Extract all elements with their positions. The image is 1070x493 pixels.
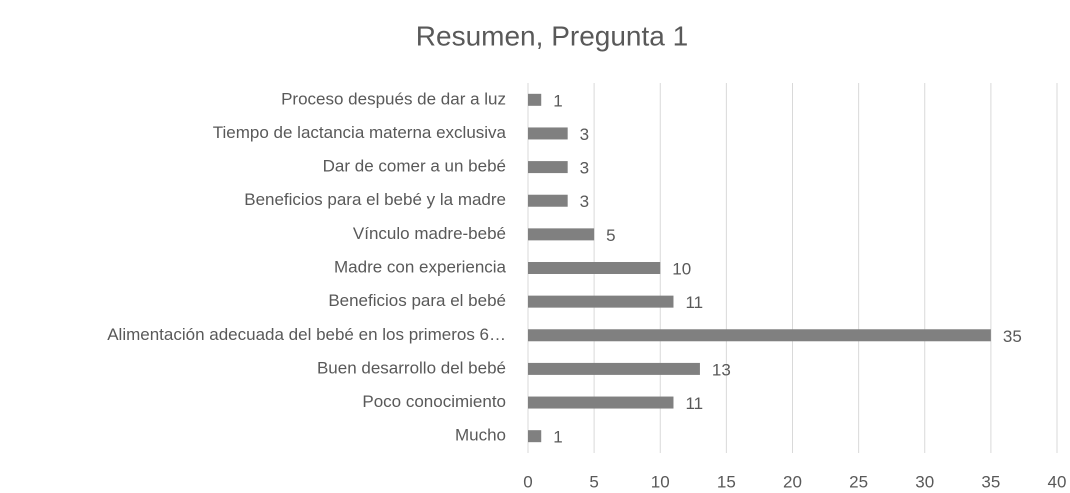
data-label: 3 (580, 159, 589, 178)
chart-title: Resumen, Pregunta 1 (416, 20, 688, 51)
data-label: 11 (685, 293, 703, 312)
bar (528, 295, 674, 308)
bar (528, 161, 568, 174)
data-label: 35 (1003, 327, 1022, 346)
y-tick-label: Dar de comer a un bebé (323, 157, 506, 176)
data-label: 3 (580, 125, 589, 144)
y-tick-label: Madre con experiencia (334, 257, 507, 276)
data-label: 10 (672, 259, 691, 278)
y-tick-label: Alimentación adecuada del bebé en los pr… (107, 325, 506, 344)
bar (528, 228, 595, 241)
data-label: 3 (580, 192, 589, 211)
y-tick-label: Beneficios para el bebé y la madre (244, 190, 506, 209)
data-label: 11 (685, 394, 703, 413)
bar (528, 362, 700, 375)
x-tick-label: 40 (1048, 472, 1067, 491)
x-tick-label: 5 (589, 472, 598, 491)
bar (528, 329, 991, 342)
bar (528, 396, 674, 409)
x-tick-label: 35 (981, 472, 1000, 491)
y-tick-label: Poco conocimiento (362, 392, 506, 411)
bar (528, 430, 542, 443)
bar (528, 127, 568, 140)
y-tick-label: Mucho (455, 426, 506, 445)
data-label: 1 (553, 91, 562, 110)
x-tick-label: 0 (523, 472, 532, 491)
y-tick-label: Tiempo de lactancia materna exclusiva (213, 123, 507, 142)
y-tick-label: Buen desarrollo del bebé (317, 358, 506, 377)
data-label: 1 (553, 428, 562, 447)
x-tick-label: 10 (651, 472, 670, 491)
y-tick-label: Beneficios para el bebé (328, 291, 506, 310)
x-tick-label: 30 (915, 472, 934, 491)
data-label: 5 (606, 226, 615, 245)
x-tick-label: 20 (783, 472, 802, 491)
bar (528, 262, 661, 274)
y-tick-label: Vínculo madre-bebé (353, 224, 506, 243)
y-tick-label: Proceso después de dar a luz (281, 89, 506, 108)
x-tick-label: 25 (849, 472, 868, 491)
x-tick-label: 15 (717, 472, 736, 491)
data-label: 13 (712, 360, 731, 379)
bar (528, 194, 568, 207)
bar (528, 93, 542, 106)
